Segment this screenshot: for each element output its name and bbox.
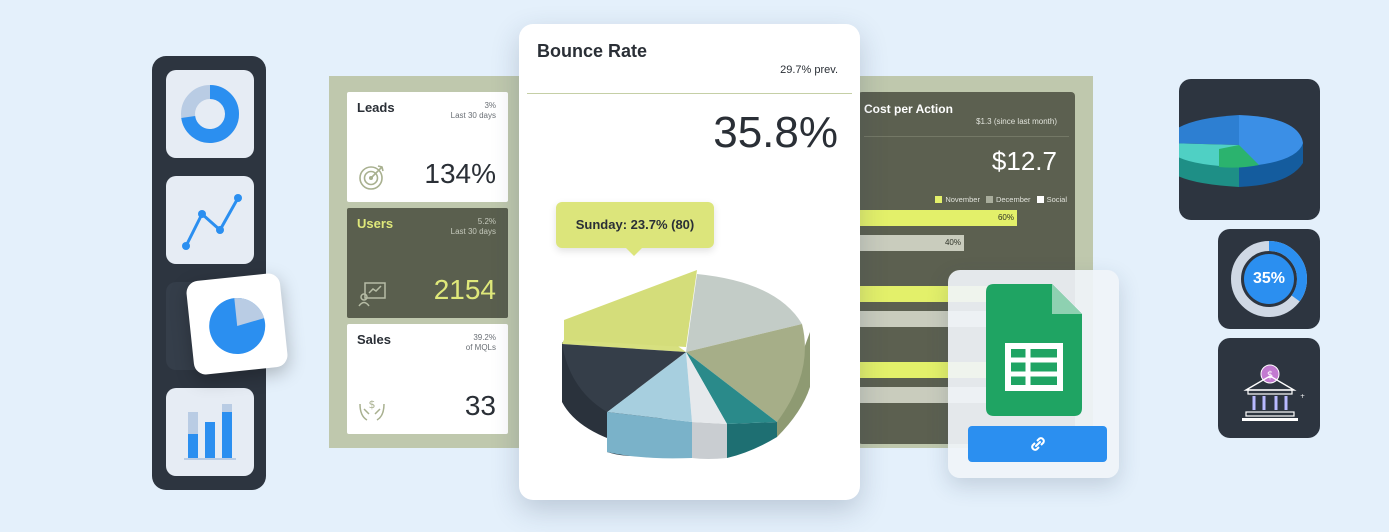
cpa-value: $12.7 (991, 146, 1057, 176)
legend-label: Social (1046, 195, 1067, 204)
leads-title: Leads (357, 100, 395, 115)
legend-swatch (935, 196, 943, 203)
presentation-icon (358, 282, 386, 307)
bank-icon: $ + (1242, 364, 1305, 421)
pie-slice-teal (686, 352, 777, 424)
sales-value: 33 (464, 390, 496, 421)
svg-text:$: $ (369, 398, 376, 411)
leads-period: Last 30 days (450, 111, 496, 120)
legend-swatch (985, 196, 993, 203)
sales-basis: of MQLs (465, 343, 496, 352)
cpa-change: $1.3 (since last month) (976, 117, 1057, 126)
cpa-bar: 60% (858, 210, 1017, 226)
pie-side-grey (692, 422, 727, 459)
pie-slice-olive (686, 324, 805, 422)
3d-pie-chart-icon (1165, 115, 1303, 187)
bank-tile[interactable]: $ + (1218, 338, 1320, 438)
copy-link-button[interactable] (968, 426, 1107, 462)
legend-item: December (985, 195, 1031, 204)
leads-card[interactable]: Leads 3% Last 30 days 134% (347, 92, 508, 202)
google-sheets-icon (986, 284, 1082, 416)
svg-text:+: + (1300, 393, 1305, 400)
google-sheets-card[interactable] (948, 270, 1119, 478)
sales-card[interactable]: Sales 39.2% of MQLs $ 33 (347, 324, 508, 434)
sales-change: 39.2% (473, 333, 496, 342)
pie-slice-dark (562, 344, 686, 412)
legend-swatch (1036, 196, 1044, 203)
donut-progress-arc (1231, 241, 1307, 317)
bar-chart-icon (184, 404, 236, 460)
users-period: Last 30 days (450, 227, 496, 236)
donut-percent-label: 35% (1252, 270, 1286, 287)
legend-label: November (945, 195, 980, 204)
pie-slice-lime-top (564, 270, 697, 347)
cpa-bar: 40% (858, 235, 964, 251)
bounce-rate-prev: 29.7% prev. (780, 64, 838, 76)
pie-chart-tile[interactable] (185, 272, 289, 376)
3d-pie-chart[interactable] (552, 262, 822, 462)
donut-progress-tile[interactable]: 35% (1218, 229, 1320, 329)
pie-slice-white (686, 352, 727, 424)
pie-side-teal (727, 422, 777, 458)
bounce-divider (527, 93, 852, 94)
donut-center (1244, 254, 1294, 304)
donut-chart-icon (181, 85, 239, 143)
donut-progress-chart (1231, 241, 1307, 317)
pie-slice-blue (607, 352, 692, 422)
leads-change: 3% (484, 101, 496, 110)
cpa-legend: November December Social (935, 195, 1067, 204)
users-value: 2154 (433, 274, 496, 305)
line-chart-tile[interactable] (166, 176, 254, 264)
pie-slice-silver (686, 274, 802, 352)
leads-value: 134% (424, 158, 496, 189)
bounce-rate-title: Bounce Rate (537, 41, 648, 61)
line-chart-icon (182, 194, 242, 250)
pie-chart-icon (209, 297, 266, 354)
legend-item: Social (1036, 195, 1067, 204)
3d-pie-tile[interactable] (1165, 79, 1320, 220)
pie-side-blue (607, 412, 692, 459)
bounce-rate-value: 35.8% (713, 108, 838, 157)
target-icon (359, 165, 384, 190)
users-change: 5.2% (477, 217, 496, 226)
cpa-title: Cost per Action (864, 102, 953, 116)
money-hands-icon: $ (359, 398, 385, 421)
pie-tooltip: Sunday: 23.7% (80) (556, 202, 714, 256)
donut-chart-tile[interactable] (166, 70, 254, 158)
chart-type-sidebar (152, 56, 266, 490)
legend-label: December (995, 195, 1031, 204)
bar-chart-tile[interactable] (166, 388, 254, 476)
users-card[interactable]: Users 5.2% Last 30 days 2154 (347, 208, 508, 318)
users-title: Users (357, 216, 394, 231)
link-icon (1030, 437, 1045, 451)
legend-item: November (935, 195, 980, 204)
sales-title: Sales (357, 332, 391, 347)
cpa-divider (864, 136, 1069, 137)
